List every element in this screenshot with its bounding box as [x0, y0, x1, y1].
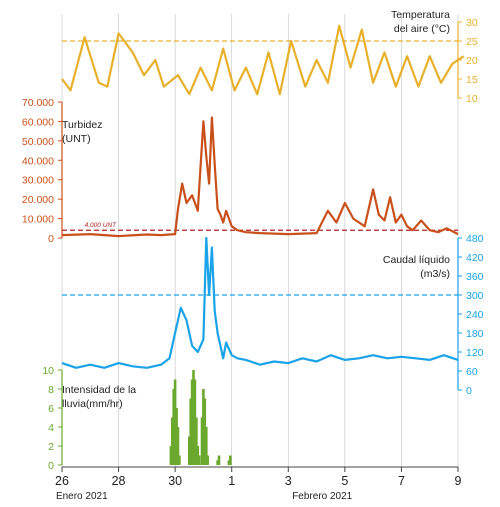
temperature-series-line	[61, 24, 465, 96]
rain-title-line-2: lluvia(mm/hr)	[62, 398, 123, 410]
flow-title-line-1: Caudal líquido	[383, 254, 450, 266]
temperature-title-line-2: del aire (°C)	[394, 23, 450, 35]
turbidity-reference-label: 4.000 UNT	[85, 222, 117, 229]
flow-tick-label-4: 240	[466, 309, 484, 321]
x-tick-label-7: 9	[455, 474, 462, 488]
rain-tick-label-0: 0	[48, 460, 54, 472]
rain-bar-7	[188, 436, 191, 465]
x-tick-label-4: 3	[285, 474, 292, 488]
x-tick-label-1: 28	[112, 474, 126, 488]
rain-bar-16	[202, 389, 205, 465]
rain-bar-2	[172, 389, 175, 465]
rain-tick-label-5: 10	[42, 365, 54, 377]
turbidity-title-line-1: Turbidez	[62, 119, 102, 131]
rain-bar-21	[217, 455, 221, 465]
flow-tick-label-0: 0	[466, 385, 472, 397]
temperature-tick-label-4: 30	[466, 17, 478, 29]
rain-bar-9	[190, 379, 194, 465]
flow-tick-label-8: 480	[466, 233, 484, 245]
month-label-1: Febrero 2021	[292, 491, 352, 502]
x-tick-label-5: 5	[341, 474, 348, 488]
rain-bar-3	[173, 379, 177, 465]
turbidity-tick-label-2: 20.000	[22, 194, 54, 206]
temperature-panel: Temperatura del aire (°C) 10 15 20 25 30	[61, 9, 478, 105]
flow-tick-label-6: 360	[466, 271, 484, 283]
turbidity-tick-label-5: 50.000	[22, 136, 54, 148]
flow-panel: Caudal líquido (m3/s) 0 60 120 180 240 300 360…	[61, 233, 484, 397]
flow-tick-label-2: 120	[466, 347, 484, 359]
rain-bar-20	[216, 460, 219, 466]
rain-bar-17	[203, 398, 207, 465]
rain-bar-5	[176, 427, 180, 465]
rain-tick-label-3: 6	[48, 403, 54, 415]
temperature-tick-label-3: 25	[466, 36, 478, 48]
rain-bar-14	[197, 455, 201, 465]
rain-bar-0	[169, 446, 173, 465]
turbidity-series-line	[61, 116, 459, 238]
rain-title-line-1: Intensidad de la	[62, 384, 136, 396]
turbidity-tick-label-1: 10.000	[22, 214, 54, 226]
x-tick-label-0: 26	[55, 474, 69, 488]
x-tick-label-3: 1	[228, 474, 235, 488]
flow-tick-label-7: 420	[466, 252, 484, 264]
turbidity-tick-label-7: 70.000	[22, 97, 54, 109]
rain-bar-11	[193, 379, 197, 465]
rain-bar-18	[205, 427, 208, 465]
rain-panel: Intensidad de la lluvia(mm/hr) 0 2 4 6 8 10	[42, 365, 232, 472]
rain-tick-label-1: 2	[48, 441, 54, 453]
flow-title-line-2: (m3/s)	[420, 268, 450, 280]
rain-bar-15	[200, 417, 204, 465]
month-label-0: Enero 2021	[56, 491, 108, 502]
flow-series-line	[61, 236, 459, 369]
rain-bar-12	[195, 417, 198, 465]
turbidity-tick-label-0: 0	[48, 233, 54, 245]
temperature-tick-label-2: 20	[466, 55, 478, 67]
turbidity-tick-label-3: 30.000	[22, 175, 54, 187]
flow-tick-label-3: 180	[466, 328, 484, 340]
turbidity-title-line-2: (UNT)	[62, 133, 91, 145]
rain-bar-22	[227, 460, 231, 466]
rain-bar-23	[229, 455, 232, 465]
turbidity-tick-label-4: 40.000	[22, 155, 54, 167]
x-tick-label-6: 7	[398, 474, 405, 488]
rain-bar-6	[178, 455, 181, 465]
temperature-title-line-1: Temperatura	[391, 9, 450, 21]
rain-tick-label-4: 8	[48, 384, 54, 396]
rain-tick-label-2: 4	[48, 422, 54, 434]
vertical-grid	[61, 14, 459, 467]
flow-tick-label-1: 60	[466, 366, 478, 378]
rain-bar-8	[189, 398, 192, 465]
turbidity-tick-label-6: 60.000	[22, 116, 54, 128]
rain-bar-4	[175, 408, 178, 465]
temperature-tick-label-0: 10	[466, 93, 478, 105]
rain-bar-10	[192, 370, 195, 465]
temperature-tick-label-1: 15	[466, 74, 478, 86]
x-axis: 26 28 30 1 3 5 7 9 Enero 2021 Febrero 2021	[55, 466, 462, 502]
rain-bar-13	[196, 446, 200, 465]
turbidity-panel: Turbidez (UNT) 0 10.000 20.000 30.000 40.000…	[22, 97, 459, 245]
flow-tick-label-5: 300	[466, 290, 484, 302]
rain-bar-1	[171, 417, 174, 465]
rain-bar-19	[206, 455, 209, 465]
x-tick-label-2: 30	[168, 474, 182, 488]
